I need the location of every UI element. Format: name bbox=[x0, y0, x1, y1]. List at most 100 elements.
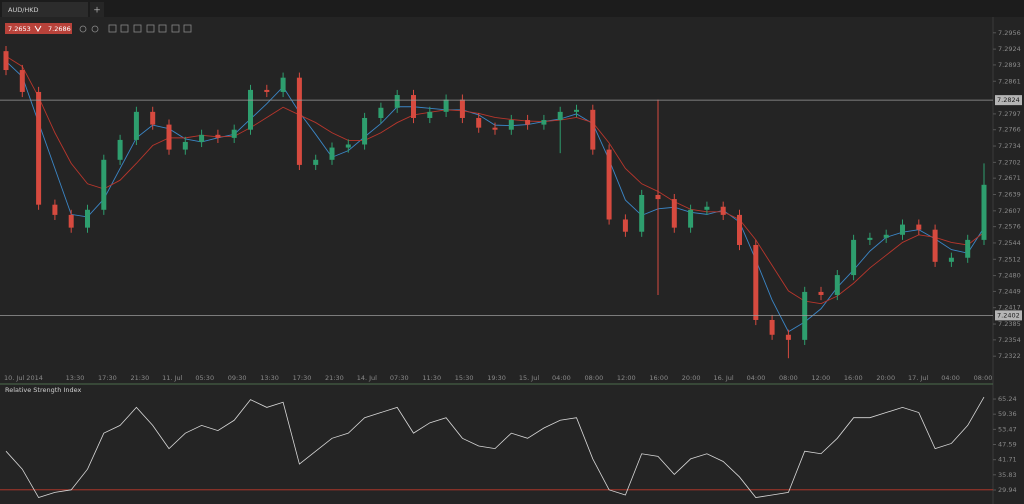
x-tick-label: 13:30 bbox=[260, 374, 279, 382]
candle-body bbox=[525, 120, 531, 125]
y-tick-label: 7.2861 bbox=[998, 77, 1021, 85]
y-tick-label: 7.2671 bbox=[998, 174, 1021, 182]
tool-2[interactable] bbox=[120, 24, 129, 33]
tool-6[interactable] bbox=[171, 24, 180, 33]
candle-body bbox=[199, 134, 205, 142]
candle-body bbox=[900, 224, 905, 235]
y-tick-label: 7.2607 bbox=[998, 207, 1021, 215]
candle-body bbox=[117, 139, 123, 160]
x-tick-label: 12:00 bbox=[811, 374, 830, 382]
x-tick-label: 16:00 bbox=[649, 374, 668, 382]
candle-body bbox=[150, 111, 156, 125]
y-tick-label: 35.83 bbox=[998, 471, 1017, 479]
y-tick-label: 7.2544 bbox=[998, 239, 1021, 247]
candle-body bbox=[818, 291, 824, 295]
x-tick-label: 17:30 bbox=[293, 374, 312, 382]
y-tick-label: 7.2797 bbox=[998, 110, 1021, 118]
x-tick-label: 20:00 bbox=[682, 374, 701, 382]
y-tick-label: 7.2385 bbox=[998, 320, 1021, 328]
x-tick-label: 21:30 bbox=[325, 374, 344, 382]
tool-3[interactable] bbox=[133, 24, 142, 33]
candle-body bbox=[932, 229, 938, 262]
candle-body bbox=[378, 107, 384, 118]
tool-1[interactable] bbox=[108, 24, 117, 33]
candle-body bbox=[916, 224, 922, 230]
x-tick-label: 19:30 bbox=[487, 374, 506, 382]
y-tick-label: 7.2480 bbox=[998, 272, 1021, 280]
candle-body bbox=[948, 257, 954, 262]
y-tick-label: 7.2924 bbox=[998, 45, 1021, 53]
x-tick-label: 08:00 bbox=[779, 374, 798, 382]
candle-body bbox=[215, 134, 221, 138]
y-tick-label: 29.94 bbox=[998, 486, 1017, 494]
candle-body bbox=[101, 159, 107, 210]
candle-body bbox=[720, 206, 726, 215]
tab-label: AUD/HKD bbox=[8, 6, 39, 14]
y-tick-label: 65.24 bbox=[998, 395, 1017, 403]
y-tick-label: 7.2512 bbox=[998, 255, 1021, 263]
tool-5[interactable] bbox=[158, 24, 167, 33]
y-tick-label: 47.59 bbox=[998, 441, 1017, 449]
level-label: 7.2824 bbox=[997, 96, 1020, 104]
candle-body bbox=[981, 184, 987, 240]
x-tick-label: 15:30 bbox=[455, 374, 474, 382]
candle-body bbox=[671, 199, 677, 228]
candle-body bbox=[133, 111, 139, 140]
x-tick-label: 05:30 bbox=[195, 374, 214, 382]
x-tick-label: 13:30 bbox=[66, 374, 85, 382]
candle-body bbox=[411, 95, 416, 118]
y-tick-label: 7.2766 bbox=[998, 126, 1021, 134]
candle-body bbox=[248, 89, 253, 130]
y-tick-label: 41.71 bbox=[998, 456, 1017, 464]
candle-body bbox=[965, 239, 971, 258]
candle-body bbox=[557, 111, 563, 121]
y-tick-label: 7.2734 bbox=[998, 142, 1021, 150]
candle-body bbox=[867, 237, 873, 240]
x-tick-label: 04:00 bbox=[552, 374, 571, 382]
tab-add-label: + bbox=[93, 6, 101, 16]
level-label-box bbox=[995, 310, 1022, 321]
y-tick-label: 7.2322 bbox=[998, 352, 1021, 360]
zoom-in[interactable] bbox=[79, 25, 87, 33]
candle-body bbox=[362, 117, 368, 145]
x-tick-label: 04:00 bbox=[747, 374, 766, 382]
candle-body bbox=[688, 209, 694, 228]
tool-4[interactable] bbox=[146, 24, 155, 33]
candle-body bbox=[639, 195, 645, 232]
x-tick-label: 09:30 bbox=[228, 374, 247, 382]
candle-body bbox=[68, 214, 74, 228]
bid-price: 7.2653 bbox=[8, 25, 31, 33]
x-tick-label: 15. Jul bbox=[519, 374, 539, 382]
y-tick-label: 7.2893 bbox=[998, 61, 1021, 69]
tab[interactable] bbox=[2, 2, 88, 17]
x-tick-label: 07:30 bbox=[390, 374, 409, 382]
level-label: 7.2402 bbox=[997, 311, 1020, 319]
candle-body bbox=[443, 99, 449, 112]
candle-body bbox=[769, 319, 775, 335]
y-tick-label: 7.2639 bbox=[998, 190, 1021, 198]
candle-body bbox=[622, 219, 628, 232]
candle-body bbox=[655, 195, 661, 200]
candle-body bbox=[574, 109, 579, 112]
y-tick-label: 7.2417 bbox=[998, 304, 1021, 312]
candle-body bbox=[459, 99, 465, 118]
tool-7[interactable] bbox=[183, 24, 192, 33]
zoom-out[interactable] bbox=[91, 25, 99, 33]
candle-body bbox=[3, 51, 9, 71]
x-tick-label: 14. Jul bbox=[357, 374, 377, 382]
x-tick-label: 12:00 bbox=[617, 374, 636, 382]
x-tick-label: 16:00 bbox=[844, 374, 863, 382]
x-tick-label: 10. Jul 2014 bbox=[4, 374, 43, 382]
candle-body bbox=[802, 291, 808, 340]
x-tick-label: 17. Jul bbox=[908, 374, 928, 382]
candle-body bbox=[394, 95, 400, 108]
candle-body bbox=[264, 89, 270, 92]
x-tick-label: 11. Jul bbox=[162, 374, 182, 382]
candle-body bbox=[52, 204, 58, 215]
tab-add[interactable] bbox=[90, 2, 104, 17]
candle-body bbox=[329, 147, 335, 160]
x-tick-label: 04:00 bbox=[941, 374, 960, 382]
candle-body bbox=[590, 109, 596, 150]
